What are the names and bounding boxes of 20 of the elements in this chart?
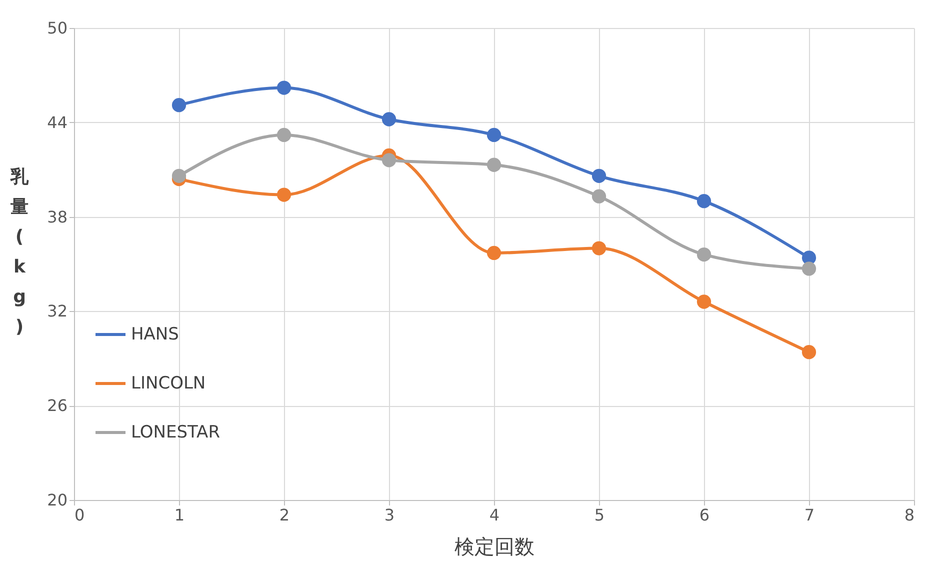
x-axis-title: 検定回数 bbox=[454, 534, 534, 558]
legend-label: LINCOLN bbox=[131, 374, 206, 394]
y-tick-label: 32 bbox=[47, 302, 68, 321]
x-tick-label: 4 bbox=[489, 506, 500, 524]
x-tick-label: 2 bbox=[279, 506, 290, 524]
x-tick-label: 5 bbox=[594, 506, 605, 524]
y-tick-label: 26 bbox=[47, 396, 68, 416]
y-tick-label: 50 bbox=[47, 18, 68, 38]
x-tick-label: 3 bbox=[384, 506, 395, 524]
y-tick-label: 38 bbox=[47, 207, 68, 226]
y-tick-label: 20 bbox=[47, 490, 68, 510]
x-tick-label: 6 bbox=[699, 506, 710, 524]
y-axis-title: 乳量(kg) bbox=[10, 166, 30, 338]
legend-label: HANS bbox=[131, 324, 179, 344]
x-tick-label: 1 bbox=[174, 506, 185, 524]
y-tick-label: 44 bbox=[47, 112, 68, 132]
legend-label: LONESTAR bbox=[131, 422, 220, 442]
x-tick-label: 0 bbox=[74, 506, 85, 524]
x-tick-label: 7 bbox=[804, 506, 815, 524]
x-tick-label: 8 bbox=[904, 506, 914, 524]
